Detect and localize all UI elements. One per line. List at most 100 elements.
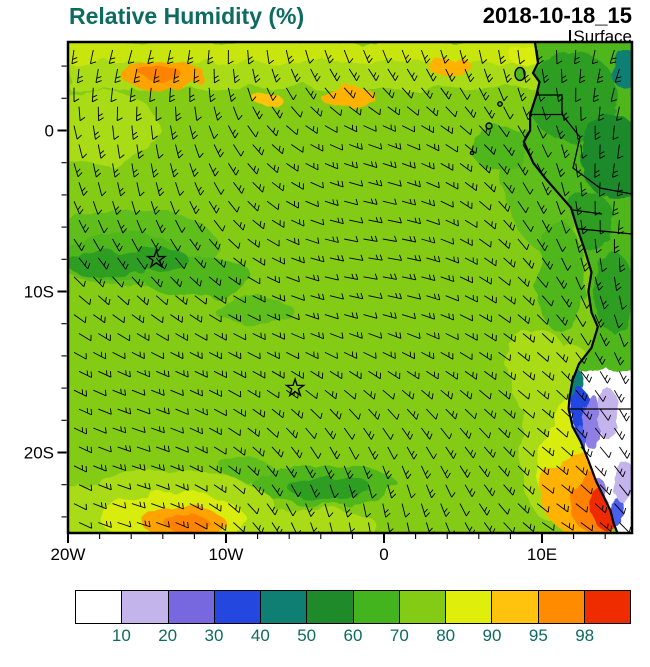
wind-barb: [343, 465, 354, 480]
wind-barb: [420, 465, 432, 479]
wind-barb: [98, 370, 112, 378]
wind-barb: [522, 333, 536, 343]
wind-barb: [233, 257, 246, 267]
wind-barb: [213, 295, 227, 304]
wind-barb: [522, 257, 535, 269]
wind-barb: [252, 484, 265, 496]
wind-barb: [189, 314, 203, 323]
wind-barb: [175, 144, 184, 159]
wind-barb: [291, 332, 305, 340]
wind-barb: [266, 313, 281, 321]
wind-barb: [151, 464, 165, 471]
wind-barb: [619, 484, 631, 496]
wind-barb: [614, 389, 625, 403]
wind-barb: [517, 352, 531, 362]
wind-barb: [189, 201, 200, 215]
wind-barb: [387, 106, 401, 116]
wind-barb: [95, 68, 102, 84]
wind-barb: [136, 333, 150, 341]
wind-barb: [194, 295, 208, 305]
wind-barb: [324, 427, 337, 440]
wind-barb: [131, 201, 141, 215]
wind-barb: [73, 464, 87, 473]
wind-barb: [310, 106, 323, 117]
wind-barb: [117, 295, 130, 306]
wind-barb: [382, 465, 392, 480]
wind-barb: [517, 163, 529, 176]
wind-barb: [613, 276, 622, 291]
wind-barb: [194, 257, 207, 269]
wind-barb: [426, 143, 440, 152]
wind-barb: [363, 389, 376, 400]
wind-barb: [291, 144, 304, 153]
wind-barb: [344, 161, 358, 169]
wind-barb: [561, 219, 571, 234]
wind-barb: [517, 465, 530, 476]
wind-barb: [594, 163, 601, 178]
wind-barb: [344, 312, 359, 319]
wind-barb: [594, 314, 605, 328]
x-axis-tick-label: 10W: [209, 545, 244, 564]
wind-barb: [149, 87, 156, 103]
wind-barb: [305, 237, 320, 244]
wind-barb: [344, 351, 358, 359]
wind-barb: [155, 333, 169, 341]
wind-barb: [536, 503, 550, 513]
wind-barb: [189, 502, 203, 511]
wind-barb: [117, 370, 131, 378]
wind-barb: [536, 465, 550, 476]
wind-barb: [310, 68, 321, 82]
wind-barb: [208, 125, 219, 139]
wind-barb: [290, 484, 302, 498]
wind-barb: [596, 68, 604, 84]
wind-barb: [170, 201, 180, 215]
wind-barb: [155, 144, 164, 159]
wind-barb: [291, 370, 304, 379]
wind-barb: [484, 219, 497, 230]
wind-barb: [348, 484, 358, 499]
wind-barb: [150, 163, 159, 178]
wind-barb: [387, 254, 403, 261]
wind-barb: [117, 407, 132, 415]
colorbar-label: 70: [389, 626, 409, 645]
wind-barb: [329, 144, 344, 151]
wind-barb: [561, 144, 570, 159]
wind-barb: [136, 520, 151, 528]
wind-barb: [498, 200, 511, 212]
wind-barb: [426, 106, 439, 117]
wind-barb: [517, 389, 531, 400]
map-frame-border: [66, 40, 634, 535]
wind-barb: [599, 446, 612, 458]
wind-barb: [247, 125, 259, 138]
wind-barb: [421, 389, 434, 400]
wind-barb: [233, 370, 247, 379]
axis-labels: 0 10S 20S 20W 10W 0 10E: [24, 122, 557, 565]
wind-barb: [117, 219, 127, 234]
wind-barb: [266, 503, 278, 516]
wind-barb: [151, 388, 165, 396]
wind-barb: [382, 389, 395, 400]
wind-barb: [464, 333, 478, 341]
wind-barb: [170, 464, 184, 472]
wind-barb: [580, 220, 588, 235]
wind-barb: [77, 68, 84, 84]
wind-barb: [406, 106, 420, 116]
wind-barb: [382, 312, 397, 319]
wind-barb: [387, 331, 402, 339]
wind-barb: [445, 256, 460, 264]
wind-barb: [536, 389, 550, 400]
wind-barb: [575, 352, 588, 364]
colorbar-cell: [213, 590, 261, 624]
wind-barb: [228, 503, 241, 513]
wind-barb: [78, 484, 93, 492]
wind-barb: [426, 181, 440, 189]
wind-barb: [271, 68, 281, 83]
wind-barb: [112, 464, 127, 471]
wind-barb: [131, 389, 146, 396]
wind-barb: [324, 465, 335, 479]
wind-barb: [78, 333, 92, 342]
wind-barb: [612, 125, 619, 140]
wind-barb: [478, 465, 491, 478]
wind-barb: [541, 295, 554, 307]
wind-barb: [459, 163, 473, 172]
